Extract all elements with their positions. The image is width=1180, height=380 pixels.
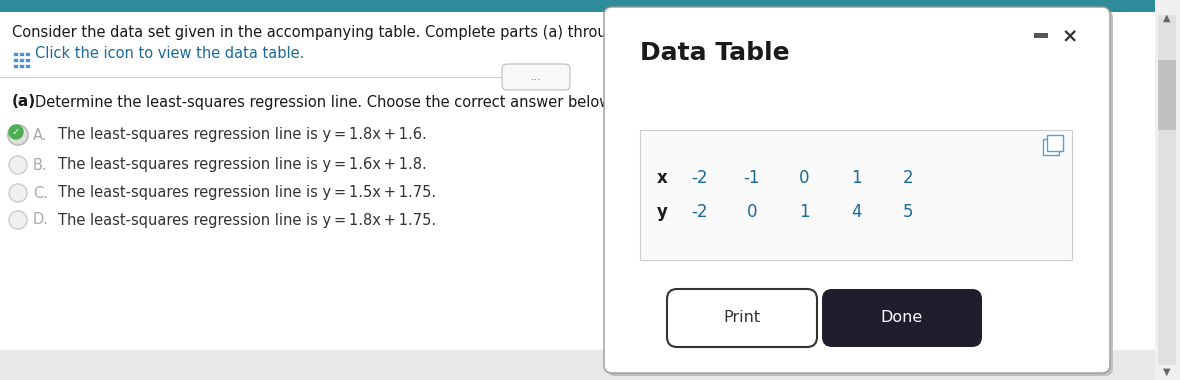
Text: C.: C. — [33, 185, 48, 201]
Text: The least-squares regression line is y = 1.8x + 1.75.: The least-squares regression line is y =… — [58, 212, 437, 228]
FancyBboxPatch shape — [25, 52, 30, 56]
FancyBboxPatch shape — [0, 0, 1155, 380]
FancyBboxPatch shape — [1155, 0, 1180, 380]
Text: ▼: ▼ — [1163, 367, 1171, 377]
Text: 1: 1 — [799, 203, 809, 221]
FancyBboxPatch shape — [0, 0, 1180, 12]
FancyBboxPatch shape — [13, 57, 18, 62]
FancyBboxPatch shape — [25, 57, 30, 62]
Circle shape — [9, 125, 22, 139]
Text: ×: × — [1062, 27, 1079, 46]
FancyBboxPatch shape — [1043, 139, 1058, 155]
Text: 4: 4 — [851, 203, 861, 221]
FancyBboxPatch shape — [502, 64, 570, 90]
Text: ✓: ✓ — [12, 127, 20, 137]
Text: The least-squares regression line is y = 1.5x + 1.75.: The least-squares regression line is y =… — [58, 185, 437, 201]
Text: Data Table: Data Table — [640, 41, 789, 65]
FancyBboxPatch shape — [1158, 15, 1176, 365]
FancyBboxPatch shape — [13, 63, 18, 68]
FancyBboxPatch shape — [640, 130, 1071, 260]
Text: ▲: ▲ — [1163, 13, 1171, 23]
Circle shape — [8, 125, 28, 145]
Text: D.: D. — [33, 212, 50, 228]
Text: The least-squares regression line is y = 1.8x + 1.6.: The least-squares regression line is y =… — [58, 128, 427, 142]
Text: Consider the data set given in the accompanying table. Complete parts (a) throug: Consider the data set given in the accom… — [12, 25, 645, 41]
Circle shape — [9, 211, 27, 229]
Text: x: x — [656, 169, 668, 187]
Text: -2: -2 — [691, 169, 708, 187]
FancyBboxPatch shape — [13, 52, 18, 56]
FancyBboxPatch shape — [19, 57, 24, 62]
FancyBboxPatch shape — [667, 289, 817, 347]
FancyBboxPatch shape — [1047, 135, 1063, 151]
Circle shape — [9, 184, 27, 202]
Text: Click the icon to view the data table.: Click the icon to view the data table. — [35, 46, 304, 62]
Text: 1: 1 — [851, 169, 861, 187]
Text: Print: Print — [723, 310, 761, 326]
Text: ...: ... — [531, 72, 542, 82]
Text: 0: 0 — [747, 203, 758, 221]
FancyBboxPatch shape — [604, 7, 1110, 373]
FancyBboxPatch shape — [19, 52, 24, 56]
FancyBboxPatch shape — [25, 63, 30, 68]
Text: B.: B. — [33, 157, 47, 173]
Text: 0: 0 — [799, 169, 809, 187]
FancyBboxPatch shape — [607, 10, 1113, 376]
FancyBboxPatch shape — [0, 350, 1155, 380]
Text: 5: 5 — [903, 203, 913, 221]
Text: (a): (a) — [12, 95, 37, 109]
Text: The least-squares regression line is y = 1.6x + 1.8.: The least-squares regression line is y =… — [58, 157, 427, 173]
Text: Done: Done — [881, 310, 923, 326]
Text: y: y — [656, 203, 668, 221]
FancyBboxPatch shape — [19, 63, 24, 68]
Text: 2: 2 — [903, 169, 913, 187]
Text: -1: -1 — [743, 169, 760, 187]
FancyBboxPatch shape — [1158, 60, 1176, 130]
Text: A.: A. — [33, 128, 47, 142]
Text: Determine the least-squares regression line. Choose the correct answer below.: Determine the least-squares regression l… — [35, 95, 615, 109]
FancyBboxPatch shape — [1034, 33, 1048, 38]
Circle shape — [9, 156, 27, 174]
Text: -2: -2 — [691, 203, 708, 221]
FancyBboxPatch shape — [822, 289, 982, 347]
